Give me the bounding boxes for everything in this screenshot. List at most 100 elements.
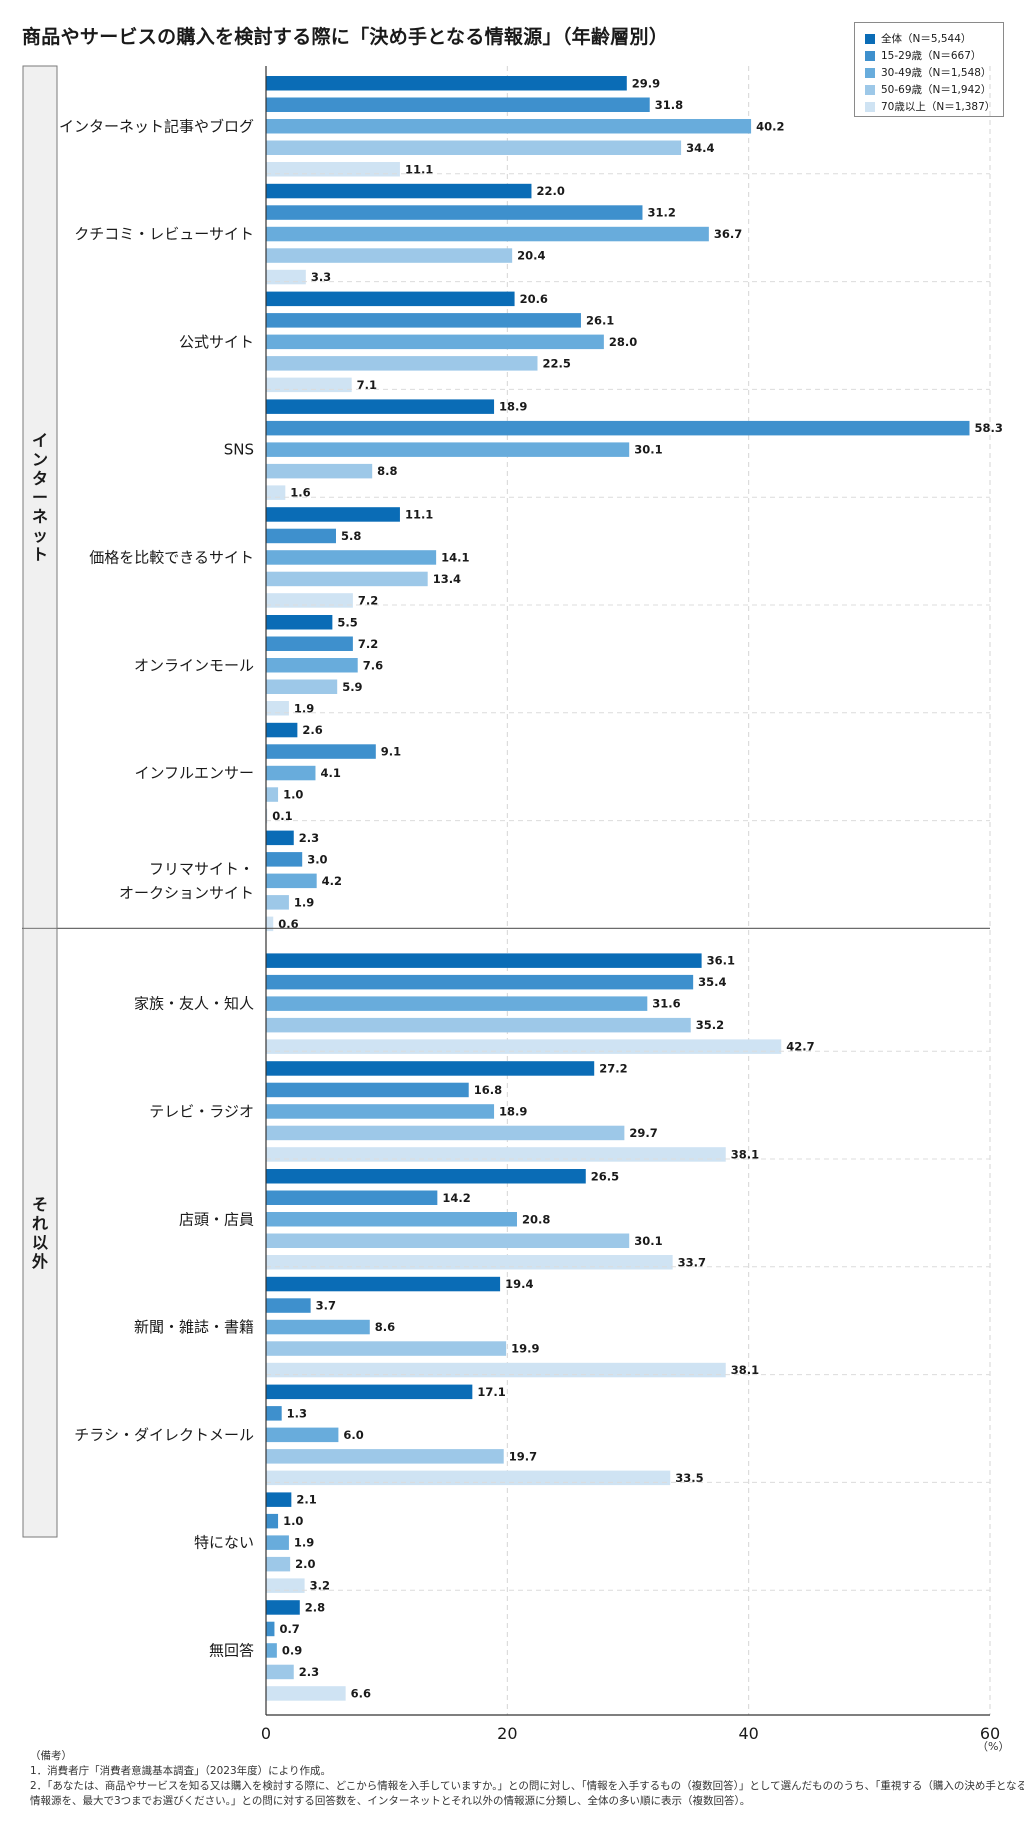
bar	[266, 1276, 501, 1292]
bar-value-label: 5.9	[342, 680, 362, 694]
bar-value-label: 2.1	[296, 1493, 316, 1507]
bar-value-label: 1.0	[283, 788, 303, 802]
bar-value-label: 26.1	[586, 313, 614, 327]
category-label: 家族・友人・知人	[134, 995, 254, 1013]
bar	[266, 399, 495, 414]
bar	[266, 1470, 671, 1486]
bar-value-label: 35.4	[698, 975, 726, 989]
bar	[266, 1362, 726, 1378]
bar	[266, 485, 286, 500]
bar-value-label: 7.1	[357, 378, 377, 392]
bar-value-label: 8.6	[375, 1320, 395, 1334]
bar-value-label: 26.5	[591, 1169, 619, 1183]
bar	[266, 1664, 294, 1680]
bar	[266, 1341, 507, 1356]
bar-value-label: 6.0	[343, 1428, 363, 1442]
bar	[266, 1427, 339, 1443]
bar-value-label: 2.3	[299, 1665, 319, 1679]
group-box	[22, 65, 58, 929]
bar-value-label: 6.6	[351, 1686, 371, 1700]
bar	[266, 1017, 691, 1033]
bar	[266, 1298, 311, 1313]
legend-swatch	[865, 84, 875, 95]
bar	[266, 1082, 469, 1098]
bar	[266, 722, 298, 738]
legend-item: 70歳以上（N＝1,387）	[865, 98, 1003, 115]
bar	[266, 1621, 275, 1637]
note-line: 2．「あなたは、商品やサービスを知る又は購入を検討する際に、どこから情報を入手し…	[30, 1780, 1024, 1792]
legend-item: 15-29歳（N＝667）	[865, 47, 1003, 64]
bar-value-label: 2.3	[299, 831, 319, 845]
bar	[266, 248, 513, 263]
bar-value-label: 9.1	[381, 745, 401, 759]
category-label: 無回答	[209, 1641, 254, 1659]
legend-item: 50-69歳（N＝1,942）	[865, 81, 1003, 98]
bar-value-label: 42.7	[786, 1040, 814, 1054]
category-label: SNS	[224, 441, 254, 459]
bar-value-label: 2.8	[305, 1600, 325, 1614]
legend-label: 30-49歳（N＝1,548）	[881, 67, 992, 79]
bar	[266, 744, 376, 759]
bar	[266, 507, 400, 522]
category-label: 店頭・店員	[179, 1210, 254, 1228]
bar	[266, 1686, 346, 1701]
category-label: テレビ・ラジオ	[149, 1102, 254, 1120]
bar-value-label: 34.4	[686, 141, 714, 155]
bar	[266, 1556, 291, 1572]
bar	[266, 615, 333, 630]
legend-label: 全体（N＝5,544）	[881, 33, 972, 45]
bar	[266, 571, 428, 587]
bar	[266, 679, 338, 694]
bar	[266, 1406, 282, 1421]
legend-label: 15-29歳（N＝667）	[881, 50, 982, 62]
bar	[266, 550, 437, 565]
bar	[266, 1600, 300, 1615]
bar-value-label: 20.4	[517, 249, 545, 263]
category-label: 特にない	[194, 1534, 254, 1552]
legend-swatch	[865, 101, 875, 112]
bar-value-label: 3.0	[307, 852, 327, 866]
category-label: 公式サイト	[179, 333, 254, 351]
legend-label: 50-69歳（N＝1,942）	[881, 84, 992, 96]
bar-value-label: 7.2	[358, 593, 378, 607]
bar	[266, 701, 289, 716]
bar	[266, 1535, 289, 1550]
bar	[266, 1147, 726, 1162]
bar-value-label: 7.6	[363, 658, 383, 672]
bar-value-label: 1.0	[283, 1514, 303, 1528]
bar	[266, 1190, 438, 1205]
group-label: インターネット	[32, 431, 48, 564]
bar-value-label: 36.1	[707, 954, 735, 968]
bar-value-label: 4.1	[320, 766, 340, 780]
bar-value-label: 18.9	[499, 400, 527, 414]
x-tick-label: 0	[261, 1724, 271, 1743]
x-tick-label: 40	[738, 1724, 758, 1743]
bar	[266, 1125, 625, 1141]
legend-swatch	[865, 67, 875, 78]
bar	[266, 119, 752, 134]
bar-value-label: 16.8	[474, 1083, 502, 1097]
bar	[266, 895, 289, 910]
bar-value-label: 14.2	[442, 1191, 470, 1205]
bar	[266, 140, 682, 155]
bar	[266, 916, 274, 932]
bar	[266, 442, 630, 457]
bar-value-label: 3.3	[311, 270, 331, 284]
bar-value-label: 20.6	[520, 292, 548, 306]
category-label: 価格を比較できるサイト	[89, 548, 254, 566]
note-line: 1．消費者庁「消費者意識基本調査」（2023年度）により作成。	[30, 1765, 331, 1777]
bar-value-label: 38.1	[731, 1147, 759, 1161]
bar-value-label: 1.9	[294, 701, 314, 715]
bar-value-label: 0.1	[272, 809, 292, 823]
bar-value-label: 1.9	[294, 895, 314, 909]
bar	[266, 205, 643, 220]
bar	[266, 269, 306, 285]
bar-value-label: 30.1	[634, 1234, 662, 1248]
group-box	[22, 927, 58, 1538]
bar-value-label: 1.9	[294, 1536, 314, 1550]
bar-value-label: 1.6	[290, 486, 310, 500]
legend-item: 全体（N＝5,544）	[865, 30, 1003, 47]
bar	[266, 313, 581, 328]
bar	[266, 463, 373, 479]
bar	[266, 787, 279, 802]
